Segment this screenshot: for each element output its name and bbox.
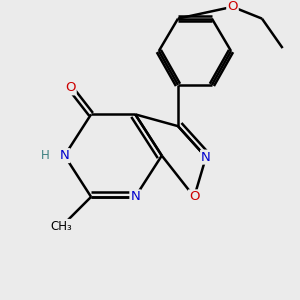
Text: N: N <box>201 151 211 164</box>
Text: CH₃: CH₃ <box>51 220 73 233</box>
Text: N: N <box>130 190 140 203</box>
Text: O: O <box>189 190 200 203</box>
Text: O: O <box>65 81 76 94</box>
Text: N: N <box>60 149 69 162</box>
Text: H: H <box>41 149 50 162</box>
Text: O: O <box>227 0 238 13</box>
